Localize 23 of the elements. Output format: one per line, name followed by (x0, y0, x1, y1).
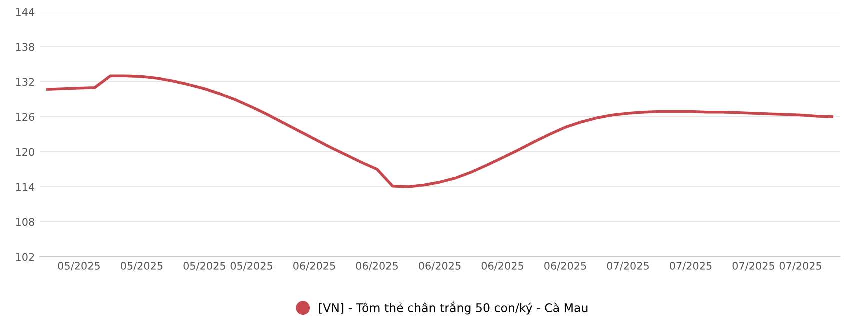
y-tick-label: 138 (16, 43, 34, 52)
x-tick-label: 07/2025 (607, 262, 649, 271)
y-tick-label: 132 (16, 78, 34, 86)
y-tick-label: 144 (16, 8, 35, 16)
x-tick-label: 05/2025 (184, 262, 226, 271)
y-tick-label: 108 (16, 218, 34, 226)
x-tick-label: 06/2025 (356, 262, 398, 271)
x-tick-label: 06/2025 (482, 262, 524, 271)
legend-label: [VN] - Tôm thẻ chân trắng 50 con/ký - Cà Mau (319, 302, 588, 315)
x-tick-label: 07/2025 (780, 262, 822, 271)
y-tick-label: 120 (16, 148, 34, 156)
y-tick-label: 114 (16, 183, 35, 191)
x-tick-label: 05/2025 (121, 262, 163, 271)
y-tick-label: 126 (16, 113, 34, 122)
line-series (46, 74, 834, 188)
x-tick-label: 05/2025 (230, 262, 272, 271)
x-tick-label: 06/2025 (419, 262, 461, 271)
x-tick-label: 06/2025 (544, 262, 586, 271)
x-tick-label: 07/2025 (670, 262, 712, 271)
x-tick-label: 07/2025 (732, 262, 774, 271)
x-tick-label: 05/2025 (58, 262, 100, 271)
y-tick-label: 102 (16, 253, 34, 262)
x-tick-label: 06/2025 (294, 262, 336, 271)
